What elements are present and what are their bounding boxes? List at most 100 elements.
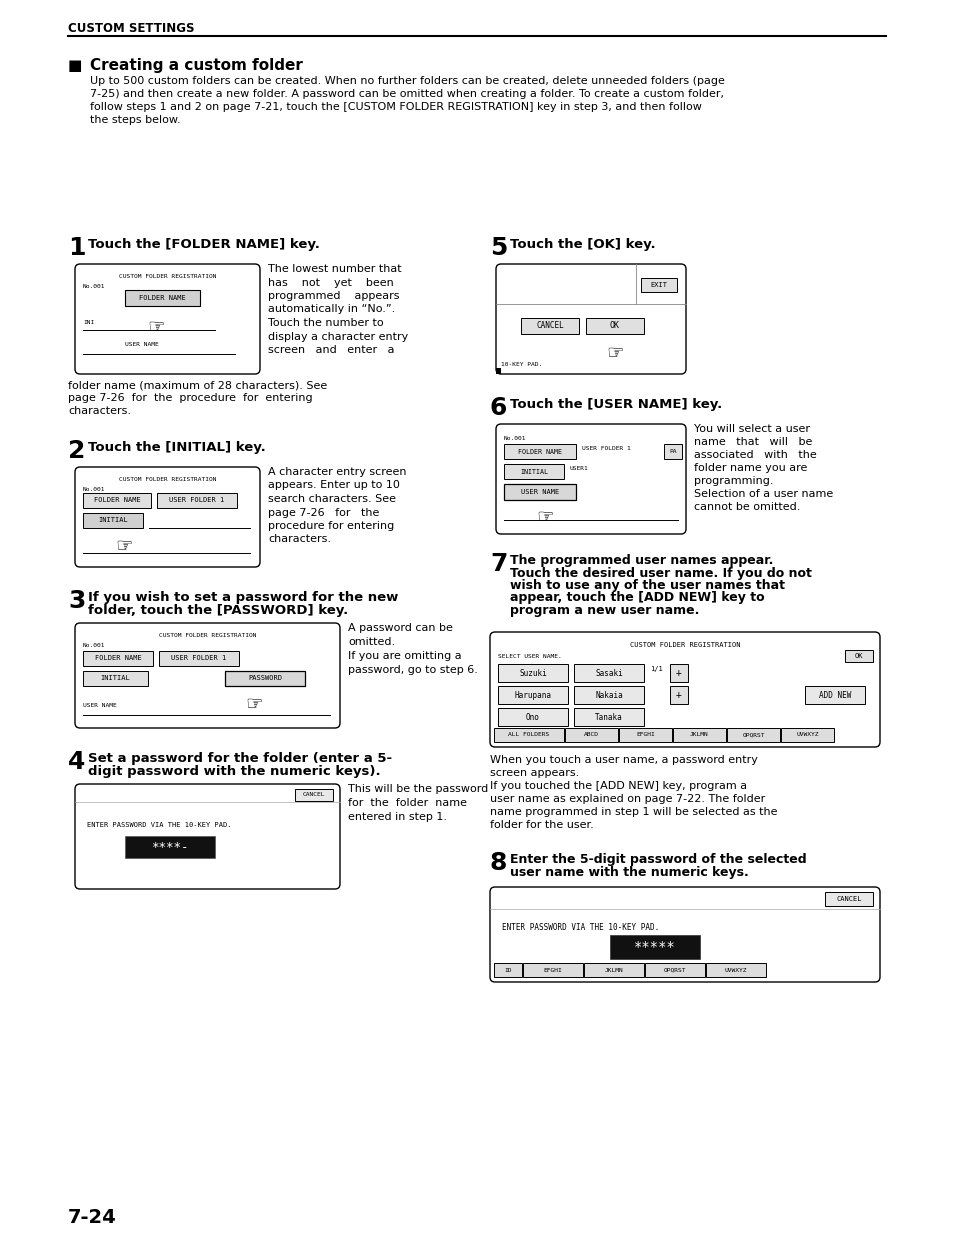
FancyBboxPatch shape bbox=[496, 368, 500, 374]
Text: Tanaka: Tanaka bbox=[595, 713, 622, 721]
Text: CUSTOM FOLDER REGISTRATION: CUSTOM FOLDER REGISTRATION bbox=[118, 274, 216, 279]
Text: USER1: USER1 bbox=[569, 466, 588, 471]
FancyBboxPatch shape bbox=[494, 727, 563, 742]
Text: Touch the [FOLDER NAME] key.: Touch the [FOLDER NAME] key. bbox=[88, 238, 319, 251]
Text: program a new user name.: program a new user name. bbox=[510, 604, 699, 618]
Text: 5: 5 bbox=[490, 236, 507, 261]
FancyBboxPatch shape bbox=[781, 727, 833, 742]
Text: programming.: programming. bbox=[693, 475, 773, 487]
Text: OPQRST: OPQRST bbox=[663, 967, 685, 972]
FancyBboxPatch shape bbox=[225, 671, 305, 685]
Text: procedure for entering: procedure for entering bbox=[268, 521, 394, 531]
FancyBboxPatch shape bbox=[644, 963, 704, 977]
FancyBboxPatch shape bbox=[83, 651, 152, 666]
Text: No.001: No.001 bbox=[83, 643, 106, 648]
Text: USER FOLDER 1: USER FOLDER 1 bbox=[170, 498, 224, 504]
Text: No.001: No.001 bbox=[83, 284, 106, 289]
Text: Suzuki: Suzuki bbox=[518, 668, 546, 678]
Text: cannot be omitted.: cannot be omitted. bbox=[693, 501, 800, 513]
Text: INITIAL: INITIAL bbox=[519, 468, 547, 474]
Text: CUSTOM FOLDER REGISTRATION: CUSTOM FOLDER REGISTRATION bbox=[118, 477, 216, 482]
Text: FOLDER NAME: FOLDER NAME bbox=[139, 295, 186, 301]
Text: ☞: ☞ bbox=[147, 317, 164, 337]
Text: FOLDER NAME: FOLDER NAME bbox=[517, 448, 561, 454]
Text: 10-KEY PAD.: 10-KEY PAD. bbox=[500, 362, 541, 367]
Text: ID: ID bbox=[504, 967, 511, 972]
FancyBboxPatch shape bbox=[574, 708, 643, 726]
FancyBboxPatch shape bbox=[574, 685, 643, 704]
Text: user name with the numeric keys.: user name with the numeric keys. bbox=[510, 866, 748, 879]
Text: CANCEL: CANCEL bbox=[536, 321, 563, 331]
Text: Up to 500 custom folders can be created. When no further folders can be created,: Up to 500 custom folders can be created.… bbox=[90, 77, 724, 86]
Text: CUSTOM FOLDER REGISTRATION: CUSTOM FOLDER REGISTRATION bbox=[158, 634, 256, 638]
Text: When you touch a user name, a password entry: When you touch a user name, a password e… bbox=[490, 755, 757, 764]
Text: ☞: ☞ bbox=[605, 345, 623, 363]
FancyBboxPatch shape bbox=[494, 963, 521, 977]
Text: If you are omitting a: If you are omitting a bbox=[348, 651, 461, 661]
Text: USER FOLDER 1: USER FOLDER 1 bbox=[172, 656, 227, 662]
Text: appear, touch the [ADD NEW] key to: appear, touch the [ADD NEW] key to bbox=[510, 592, 763, 604]
FancyBboxPatch shape bbox=[672, 727, 725, 742]
Text: You will select a user: You will select a user bbox=[693, 424, 809, 433]
Text: page 7-26   for   the: page 7-26 for the bbox=[268, 508, 379, 517]
Text: +: + bbox=[676, 690, 681, 700]
Text: EXIT: EXIT bbox=[650, 282, 667, 288]
FancyBboxPatch shape bbox=[824, 892, 872, 906]
Text: Selection of a user name: Selection of a user name bbox=[693, 489, 832, 499]
Text: page 7-26  for  the  procedure  for  entering: page 7-26 for the procedure for entering bbox=[68, 393, 313, 403]
FancyBboxPatch shape bbox=[520, 317, 578, 333]
Text: has    not    yet    been: has not yet been bbox=[268, 278, 394, 288]
FancyBboxPatch shape bbox=[669, 664, 687, 682]
Text: 7: 7 bbox=[490, 552, 507, 576]
Text: CANCEL: CANCEL bbox=[836, 897, 861, 902]
Text: USER NAME: USER NAME bbox=[83, 703, 116, 708]
Text: Nakaia: Nakaia bbox=[595, 690, 622, 699]
Text: omitted.: omitted. bbox=[348, 637, 395, 647]
Text: ☞: ☞ bbox=[115, 537, 132, 556]
FancyBboxPatch shape bbox=[496, 264, 685, 374]
FancyBboxPatch shape bbox=[125, 290, 200, 306]
FancyBboxPatch shape bbox=[490, 632, 879, 747]
Text: follow steps 1 and 2 on page 7-21, touch the [CUSTOM FOLDER REGISTRATION] key in: follow steps 1 and 2 on page 7-21, touch… bbox=[90, 103, 701, 112]
Text: INI: INI bbox=[83, 320, 94, 325]
Text: programmed    appears: programmed appears bbox=[268, 291, 399, 301]
Text: JKLMN: JKLMN bbox=[604, 967, 622, 972]
Text: appears. Enter up to 10: appears. Enter up to 10 bbox=[268, 480, 399, 490]
FancyBboxPatch shape bbox=[618, 727, 671, 742]
Text: display a character entry: display a character entry bbox=[268, 331, 408, 342]
Text: Harupana: Harupana bbox=[514, 690, 551, 699]
FancyBboxPatch shape bbox=[503, 445, 576, 459]
Text: characters.: characters. bbox=[68, 406, 131, 416]
Text: folder for the user.: folder for the user. bbox=[490, 820, 593, 830]
Text: USER FOLDER 1: USER FOLDER 1 bbox=[581, 446, 630, 451]
Text: ENTER PASSWORD VIA THE 10-KEY PAD.: ENTER PASSWORD VIA THE 10-KEY PAD. bbox=[87, 823, 232, 827]
FancyBboxPatch shape bbox=[522, 963, 582, 977]
Text: ADD NEW: ADD NEW bbox=[818, 690, 850, 699]
Text: JKLMN: JKLMN bbox=[689, 732, 708, 737]
Text: 1: 1 bbox=[68, 236, 86, 261]
Text: PASSWORD: PASSWORD bbox=[248, 676, 282, 682]
Text: for  the  folder  name: for the folder name bbox=[348, 798, 467, 808]
Text: 8: 8 bbox=[490, 851, 507, 876]
FancyBboxPatch shape bbox=[75, 622, 339, 727]
Text: INITIAL: INITIAL bbox=[98, 517, 128, 524]
Text: ■: ■ bbox=[68, 58, 82, 73]
Text: Touch the number to: Touch the number to bbox=[268, 317, 383, 329]
Text: OK: OK bbox=[854, 653, 862, 659]
Text: CANCEL: CANCEL bbox=[302, 793, 325, 798]
Text: Enter the 5-digit password of the selected: Enter the 5-digit password of the select… bbox=[510, 853, 806, 866]
FancyBboxPatch shape bbox=[83, 513, 143, 529]
Text: characters.: characters. bbox=[268, 535, 331, 545]
Text: Touch the [INITIAL] key.: Touch the [INITIAL] key. bbox=[88, 441, 266, 454]
Text: Creating a custom folder: Creating a custom folder bbox=[90, 58, 302, 73]
FancyBboxPatch shape bbox=[669, 685, 687, 704]
Text: search characters. See: search characters. See bbox=[268, 494, 395, 504]
FancyBboxPatch shape bbox=[574, 664, 643, 682]
Text: FOLDER NAME: FOLDER NAME bbox=[94, 656, 141, 662]
FancyBboxPatch shape bbox=[159, 651, 239, 666]
FancyBboxPatch shape bbox=[496, 424, 685, 534]
Text: password, go to step 6.: password, go to step 6. bbox=[348, 664, 477, 676]
Text: Ono: Ono bbox=[525, 713, 539, 721]
Text: A character entry screen: A character entry screen bbox=[268, 467, 406, 477]
FancyBboxPatch shape bbox=[75, 784, 339, 889]
